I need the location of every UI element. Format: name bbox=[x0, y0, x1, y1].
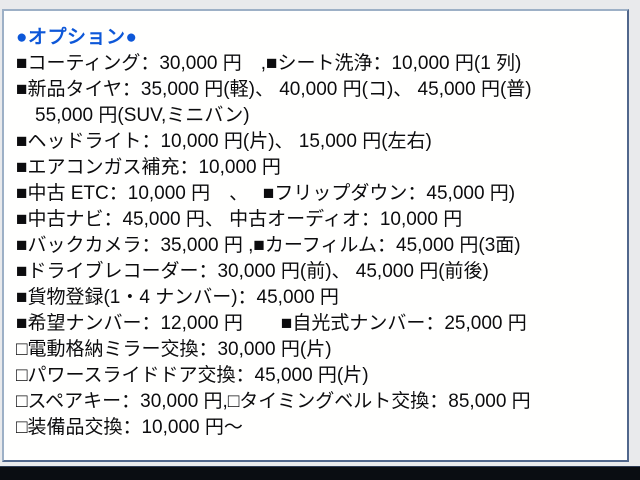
option-line: □スペアキー：30,000 円,□タイミングベルト交換：85,000 円 bbox=[16, 391, 531, 412]
bottom-dark-strip bbox=[0, 466, 640, 480]
option-line: ■ドライブレコーダー：30,000 円(前)、 45,000 円(前後) bbox=[16, 261, 489, 282]
option-line: 55,000 円(SUV,ミニバン) bbox=[16, 105, 250, 126]
options-list: ■コーティング：30,000 円 ,■シート洗浄：10,000 円(1 列) ■新… bbox=[16, 51, 625, 441]
option-line: ■貨物登録(1・4 ナンバー)：45,000 円 bbox=[16, 287, 339, 308]
option-line: □パワースライドドア交換：45,000 円(片) bbox=[16, 365, 369, 386]
option-line: ■新品タイヤ：35,000 円(軽)、 40,000 円(コ)、 45,000 … bbox=[16, 79, 532, 100]
option-line: □装備品交換：10,000 円～ bbox=[16, 417, 243, 438]
option-line: ■バックカメラ：35,000 円 ,■カーフィルム：45,000 円(3面) bbox=[16, 235, 521, 256]
options-panel: ●オプション● ■コーティング：30,000 円 ,■シート洗浄：10,000 … bbox=[2, 9, 629, 462]
option-line: ■希望ナンバー：12,000 円 ■自光式ナンバー：25,000 円 bbox=[16, 313, 527, 334]
options-panel-content: ●オプション● ■コーティング：30,000 円 ,■シート洗浄：10,000 … bbox=[16, 25, 625, 458]
option-line: ■ヘッドライト：10,000 円(片)、 15,000 円(左右) bbox=[16, 131, 432, 152]
option-line: □電動格納ミラー交換：30,000 円(片) bbox=[16, 339, 332, 360]
option-line: ■中古ナビ：45,000 円、 中古オーディオ：10,000 円 bbox=[16, 209, 463, 230]
option-line: ■コーティング：30,000 円 ,■シート洗浄：10,000 円(1 列) bbox=[16, 53, 522, 74]
options-title: ●オプション● bbox=[16, 27, 138, 48]
option-line: ■エアコンガス補充：10,000 円 bbox=[16, 157, 281, 178]
option-line: ■中古 ETC：10,000 円 、 ■フリップダウン：45,000 円) bbox=[16, 183, 516, 204]
